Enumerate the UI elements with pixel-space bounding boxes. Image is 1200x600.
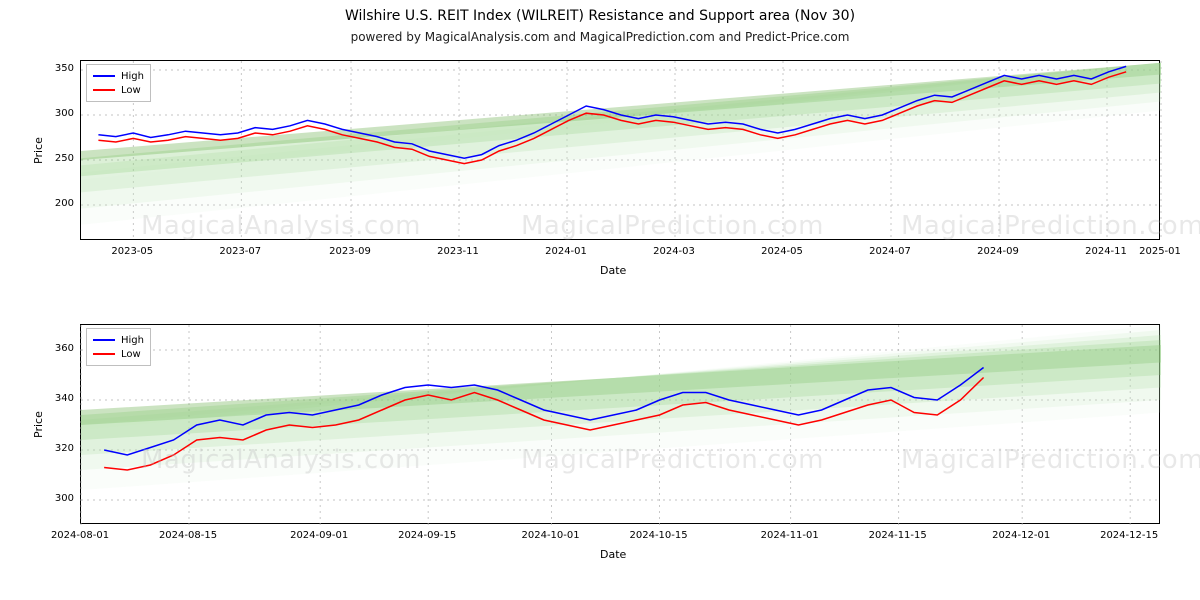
x-tick-label: 2023-09 — [329, 246, 371, 257]
x-axis-label-bottom: Date — [600, 548, 626, 561]
x-tick-label: 2024-11-15 — [869, 530, 927, 541]
legend-line-icon — [93, 353, 115, 355]
legend-top: High Low — [86, 64, 151, 102]
x-tick-label: 2023-11 — [437, 246, 479, 257]
y-tick-label: 340 — [44, 393, 74, 404]
x-tick-label: 2024-03 — [653, 246, 695, 257]
y-tick-label: 300 — [44, 493, 74, 504]
chart-svg — [81, 61, 1161, 241]
y-tick-label: 250 — [44, 153, 74, 164]
x-tick-label: 2023-05 — [111, 246, 153, 257]
legend-label: Low — [121, 85, 141, 96]
legend-label: Low — [121, 349, 141, 360]
figure: Wilshire U.S. REIT Index (WILREIT) Resis… — [0, 0, 1200, 600]
x-tick-label: 2024-09-15 — [398, 530, 456, 541]
x-tick-label: 2025-01 — [1139, 246, 1181, 257]
legend-item: High — [93, 333, 144, 347]
y-tick-label: 360 — [44, 343, 74, 354]
x-tick-label: 2024-09 — [977, 246, 1019, 257]
legend-item: Low — [93, 83, 144, 97]
x-axis-label-top: Date — [600, 264, 626, 277]
y-tick-label: 300 — [44, 108, 74, 119]
x-tick-label: 2024-11 — [1085, 246, 1127, 257]
chart-subtitle: powered by MagicalAnalysis.com and Magic… — [0, 30, 1200, 44]
x-tick-label: 2024-11-01 — [761, 530, 819, 541]
y-tick-label: 350 — [44, 63, 74, 74]
legend-item: High — [93, 69, 144, 83]
x-tick-label: 2024-08-15 — [159, 530, 217, 541]
x-tick-label: 2024-01 — [545, 246, 587, 257]
x-tick-label: 2024-09-01 — [290, 530, 348, 541]
x-tick-label: 2024-12-01 — [992, 530, 1050, 541]
y-tick-label: 200 — [44, 198, 74, 209]
y-tick-label: 320 — [44, 443, 74, 454]
legend-label: High — [121, 335, 144, 346]
chart-panel-top: MagicalAnalysis.comMagicalPrediction.com… — [80, 60, 1160, 240]
y-axis-label-bottom: Price — [32, 411, 45, 438]
legend-line-icon — [93, 89, 115, 91]
x-tick-label: 2024-12-15 — [1100, 530, 1158, 541]
x-tick-label: 2024-10-01 — [522, 530, 580, 541]
chart-panel-bottom: MagicalAnalysis.comMagicalPrediction.com… — [80, 324, 1160, 524]
legend-item: Low — [93, 347, 144, 361]
legend-bottom: High Low — [86, 328, 151, 366]
legend-line-icon — [93, 339, 115, 341]
x-tick-label: 2024-07 — [869, 246, 911, 257]
x-tick-label: 2024-08-01 — [51, 530, 109, 541]
x-tick-label: 2024-10-15 — [630, 530, 688, 541]
legend-label: High — [121, 71, 144, 82]
legend-line-icon — [93, 75, 115, 77]
chart-svg — [81, 325, 1161, 525]
x-tick-label: 2023-07 — [219, 246, 261, 257]
x-tick-label: 2024-05 — [761, 246, 803, 257]
chart-title: Wilshire U.S. REIT Index (WILREIT) Resis… — [0, 8, 1200, 24]
